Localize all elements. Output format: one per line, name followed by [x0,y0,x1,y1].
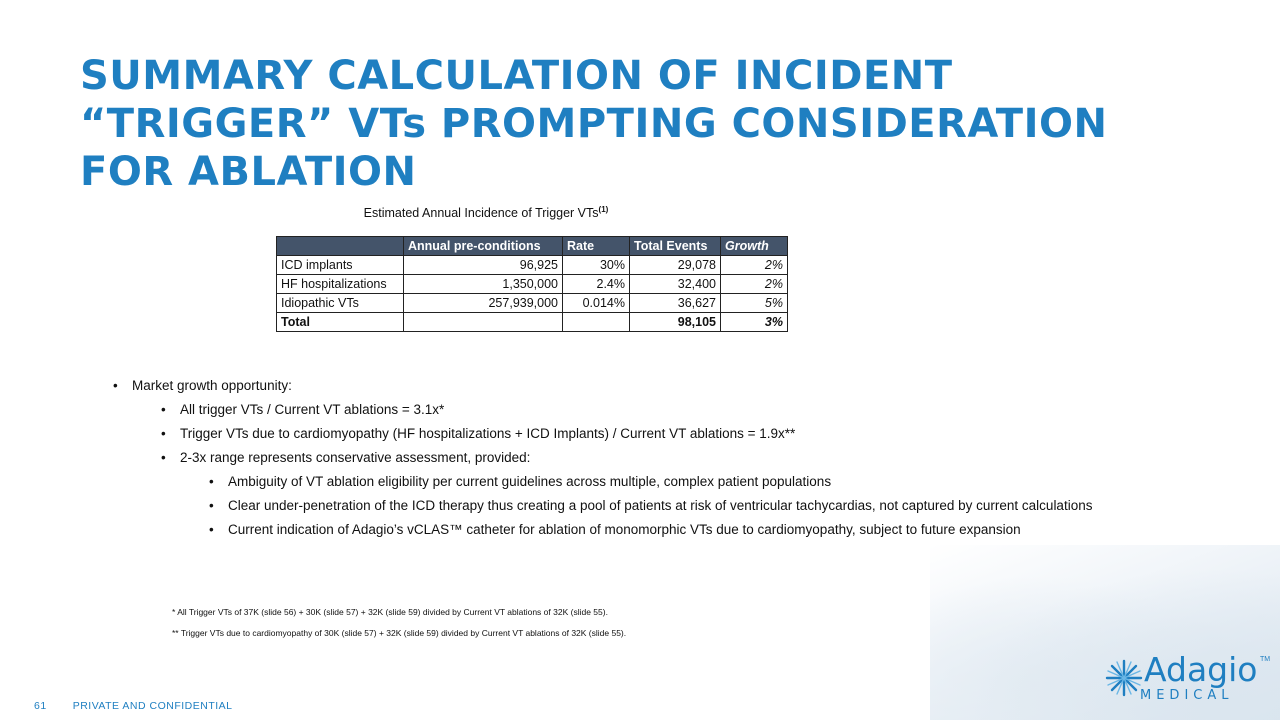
cell-rate: 2.4% [562,274,630,294]
cell-total-events: 36,627 [629,293,721,313]
header-cell-rate: Rate [562,236,630,256]
table-caption: Estimated Annual Incidence of Trigger VT… [276,205,696,220]
cell-rate [562,312,630,332]
logo-subtitle: MEDICAL [1140,688,1234,703]
bullet-item: 2-3x range represents conservative asses… [161,450,1080,466]
bullet-item: Clear under-penetration of the ICD thera… [209,498,1098,514]
cell-rate: 0.014% [562,293,630,313]
page-title: SUMMARY CALCULATION OF INCIDENT “TRIGGER… [80,53,1108,195]
starburst-icon [1105,659,1143,697]
table-caption-text: Estimated Annual Incidence of Trigger VT… [363,206,599,221]
adagio-logo: Adagio TM MEDICAL [1104,650,1274,710]
frost-background-decoration [930,545,1280,720]
header-cell-total-events: Total Events [629,236,721,256]
table-row: HF hospitalizations 1,350,000 2.4% 32,40… [276,274,788,294]
confidential-label: PRIVATE AND CONFIDENTIAL [72,700,233,712]
cell-label: ICD implants [276,255,404,275]
bullet-list: Market growth opportunity: All trigger V… [108,378,1108,546]
logo-trademark: TM [1260,656,1271,663]
incidence-table: Annual pre-conditions Rate Total Events … [276,236,788,332]
table-row: Idiopathic VTs 257,939,000 0.014% 36,627… [276,293,788,313]
cell-annual-pre-conditions: 257,939,000 [403,293,563,313]
footnote: ** Trigger VTs due to cardiomyopathy of … [172,628,627,638]
cell-total-events: 98,105 [629,312,721,332]
header-cell-row-label [276,236,404,256]
cell-label: Total [276,312,404,332]
header-cell-annual-pre-conditions: Annual pre-conditions [403,236,563,256]
table-row: ICD implants 96,925 30% 29,078 2% [276,255,788,275]
bullet-item: Current indication of Adagio’s vCLAS™ ca… [209,522,1098,538]
header-cell-growth: Growth [720,236,788,256]
footnote: * All Trigger VTs of 37K (slide 56) + 30… [172,607,608,617]
cell-label: Idiopathic VTs [276,293,404,313]
cell-annual-pre-conditions: 96,925 [403,255,563,275]
cell-annual-pre-conditions: 1,350,000 [403,274,563,294]
cell-growth: 3% [720,312,788,332]
cell-rate: 30% [562,255,630,275]
cell-total-events: 32,400 [629,274,721,294]
bullet-item: All trigger VTs / Current VT ablations =… [161,402,1080,418]
cell-growth: 5% [720,293,788,313]
footer: 61 PRIVATE AND CONFIDENTIAL [34,700,259,712]
cell-growth: 2% [720,274,788,294]
bullet-item: Ambiguity of VT ablation eligibility per… [209,474,1098,490]
cell-total-events: 29,078 [629,255,721,275]
cell-annual-pre-conditions [403,312,563,332]
table-total-row: Total 98,105 3% [276,312,788,332]
logo-wordmark: Adagio [1144,650,1258,689]
cell-label: HF hospitalizations [276,274,404,294]
table-caption-footnote-ref: (1) [598,205,609,214]
footnotes: * All Trigger VTs of 37K (slide 56) + 30… [172,607,626,649]
cell-growth: 2% [720,255,788,275]
bullet-item: Market growth opportunity: [113,378,1108,394]
table-header-row: Annual pre-conditions Rate Total Events … [276,236,788,256]
page-number: 61 [34,700,47,712]
bullet-item: Trigger VTs due to cardiomyopathy (HF ho… [161,426,1080,442]
